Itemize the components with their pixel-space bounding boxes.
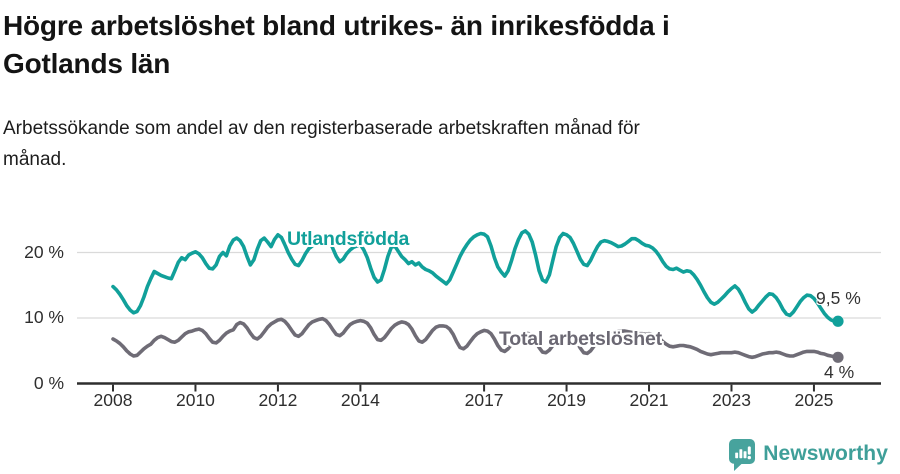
end-dot-total-arbetsl-shet xyxy=(832,351,844,363)
chart-subtitle: Arbetssökande som andel av den registerb… xyxy=(3,118,640,170)
x-axis-tick-label: 2014 xyxy=(340,390,380,410)
x-axis-tick-label: 2019 xyxy=(547,390,587,410)
x-axis-tick-label: 2017 xyxy=(464,390,504,410)
end-value-label-total: 4 % xyxy=(824,362,855,382)
x-axis-tick-label: 2012 xyxy=(258,390,298,410)
end-value-label-utlandsfodda: 9,5 % xyxy=(816,288,861,308)
series-line-total-arbetsl-shet xyxy=(111,316,840,360)
y-axis-tick-label: 10 % xyxy=(24,307,64,327)
end-dot-utlandsf-dda xyxy=(832,315,844,327)
y-axis-tick-label: 0 % xyxy=(33,372,64,393)
newsworthy-logo-icon xyxy=(729,438,756,471)
series-line-utlandsf-dda xyxy=(111,229,840,324)
newsworthy-brand[interactable]: Newsworthy xyxy=(728,437,888,471)
x-axis-tick-label: 2025 xyxy=(794,390,834,410)
x-axis-tick-label: 2021 xyxy=(629,390,669,410)
series-label-utlandsfodda: Utlandsfödda xyxy=(287,228,410,250)
x-axis-tick-label: 2010 xyxy=(175,390,215,410)
newsworthy-brand-text: Newsworthy xyxy=(763,442,888,465)
x-axis-tick-label: 2023 xyxy=(712,390,751,410)
x-axis-tick-label: 2008 xyxy=(93,390,133,410)
series-label-total-arbetsloshet: Total arbetslöshet xyxy=(499,328,662,350)
chart-title: Högre arbetslöshet bland utrikes- än inr… xyxy=(3,10,670,79)
y-axis-tick-label: 20 % xyxy=(24,241,64,262)
